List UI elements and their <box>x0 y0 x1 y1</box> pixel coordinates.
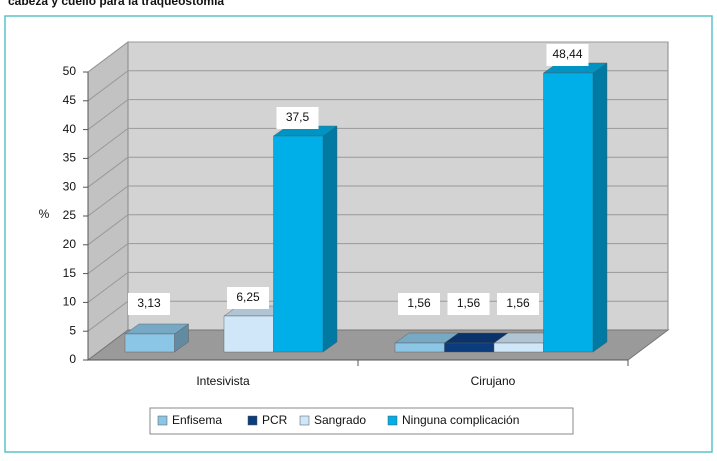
y-tick-label: 35 <box>63 151 77 165</box>
value-label: 6,25 <box>236 290 260 304</box>
grid-line <box>87 300 129 332</box>
grid-line <box>87 99 129 131</box>
grid-line <box>87 214 129 246</box>
grid-line <box>87 70 129 102</box>
legend-swatch <box>247 415 258 426</box>
value-label: 1,56 <box>457 296 481 310</box>
value-label-box <box>497 293 539 315</box>
legend-swatch <box>387 415 398 426</box>
bar-side <box>592 62 608 353</box>
bar <box>444 342 495 353</box>
legend-swatch <box>157 415 168 426</box>
legend-label: Ninguna complicación <box>402 413 519 427</box>
y-tick-label: 15 <box>63 266 77 280</box>
grid-line <box>87 185 129 217</box>
bar <box>273 135 324 353</box>
value-label-box <box>447 293 490 315</box>
value-label-box <box>398 293 440 315</box>
bar <box>124 333 175 353</box>
grid-line <box>87 243 129 275</box>
legend-swatch <box>299 415 310 426</box>
y-tick-label: 5 <box>69 323 76 337</box>
value-label: 37,5 <box>286 110 310 124</box>
bar <box>394 342 445 353</box>
y-tick-label: 45 <box>63 93 77 107</box>
y-tick-label: 30 <box>63 179 77 193</box>
legend-label: Enfisema <box>172 413 222 427</box>
value-label-box <box>128 293 170 315</box>
legend-label: Sangrado <box>314 413 366 427</box>
grid-line <box>87 41 129 73</box>
bar <box>543 72 594 353</box>
x-tick-label: Intesivista <box>196 374 250 388</box>
chart-title: cabeza y cuello para la traqueostomía <box>8 0 224 8</box>
value-label: 48,44 <box>552 47 582 61</box>
bar-side <box>322 125 338 353</box>
value-label-box <box>227 287 269 309</box>
value-label: 1,56 <box>407 296 431 310</box>
y-tick-label: 40 <box>63 122 77 136</box>
frame <box>4 15 713 453</box>
bar <box>493 342 544 353</box>
legend-box <box>149 407 574 435</box>
grid-line <box>87 156 129 188</box>
value-label-box <box>276 107 319 129</box>
value-label-box <box>546 43 589 66</box>
value-label: 1,56 <box>506 296 530 310</box>
legend-label: PCR <box>262 413 288 427</box>
value-label: 3,13 <box>137 296 161 310</box>
y-tick-label: 10 <box>63 295 77 309</box>
y-axis-label: % <box>39 207 50 221</box>
y-tick-label: 50 <box>63 64 77 78</box>
x-tick-label: Cirujano <box>471 374 516 388</box>
grid-line <box>87 271 129 303</box>
y-tick-label: 0 <box>69 352 76 366</box>
y-tick-label: 25 <box>63 208 77 222</box>
grid-line <box>87 127 129 159</box>
bar <box>223 315 274 353</box>
y-tick-label: 20 <box>63 237 77 251</box>
